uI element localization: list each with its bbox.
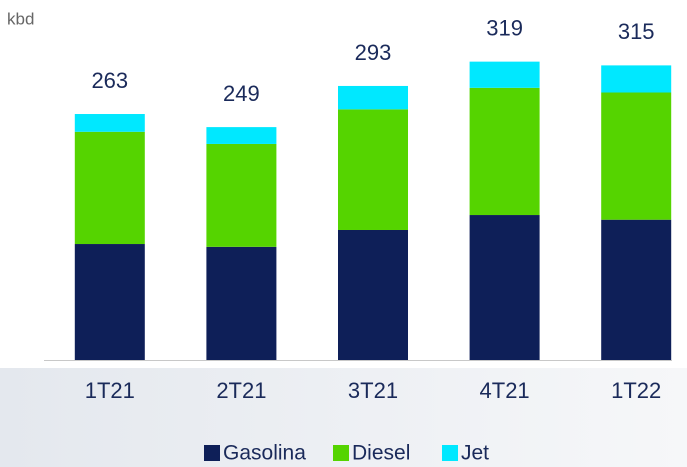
- bar-segment: [469, 87, 540, 216]
- bar-segment: [206, 127, 277, 144]
- total-label: 293: [355, 40, 392, 65]
- bar-segment: [338, 229, 408, 360]
- total-label: 263: [91, 68, 128, 93]
- legend-label: Gasolina: [223, 442, 306, 465]
- x-tick-label: 2T21: [216, 378, 266, 403]
- x-tick-label: 1T22: [611, 378, 661, 403]
- bar-segment: [601, 92, 672, 220]
- total-label: 315: [618, 19, 655, 44]
- bar-segment: [206, 143, 277, 247]
- legend-label: Diesel: [352, 442, 410, 465]
- bar-segment: [74, 114, 145, 132]
- bar-segment: [338, 109, 408, 230]
- bar-segment: [338, 85, 408, 110]
- x-tick-label: 4T21: [480, 378, 530, 403]
- total-label: 319: [486, 15, 523, 40]
- x-tick-label: 3T21: [348, 378, 398, 403]
- bar-segment: [601, 219, 672, 360]
- bar-segment: [74, 244, 145, 360]
- bar-segment: [469, 215, 540, 360]
- bar-segment: [469, 61, 540, 88]
- bar-segment: [601, 65, 672, 93]
- legend-swatch: [204, 445, 220, 461]
- unit-label: kbd: [7, 9, 34, 28]
- bar-segment: [74, 131, 145, 245]
- legend-swatch: [333, 445, 349, 461]
- x-tick-label: 1T21: [85, 378, 135, 403]
- total-label: 249: [223, 81, 260, 106]
- legend-swatch: [442, 445, 458, 461]
- bar-segment: [206, 246, 277, 360]
- legend-label: Jet: [461, 442, 489, 465]
